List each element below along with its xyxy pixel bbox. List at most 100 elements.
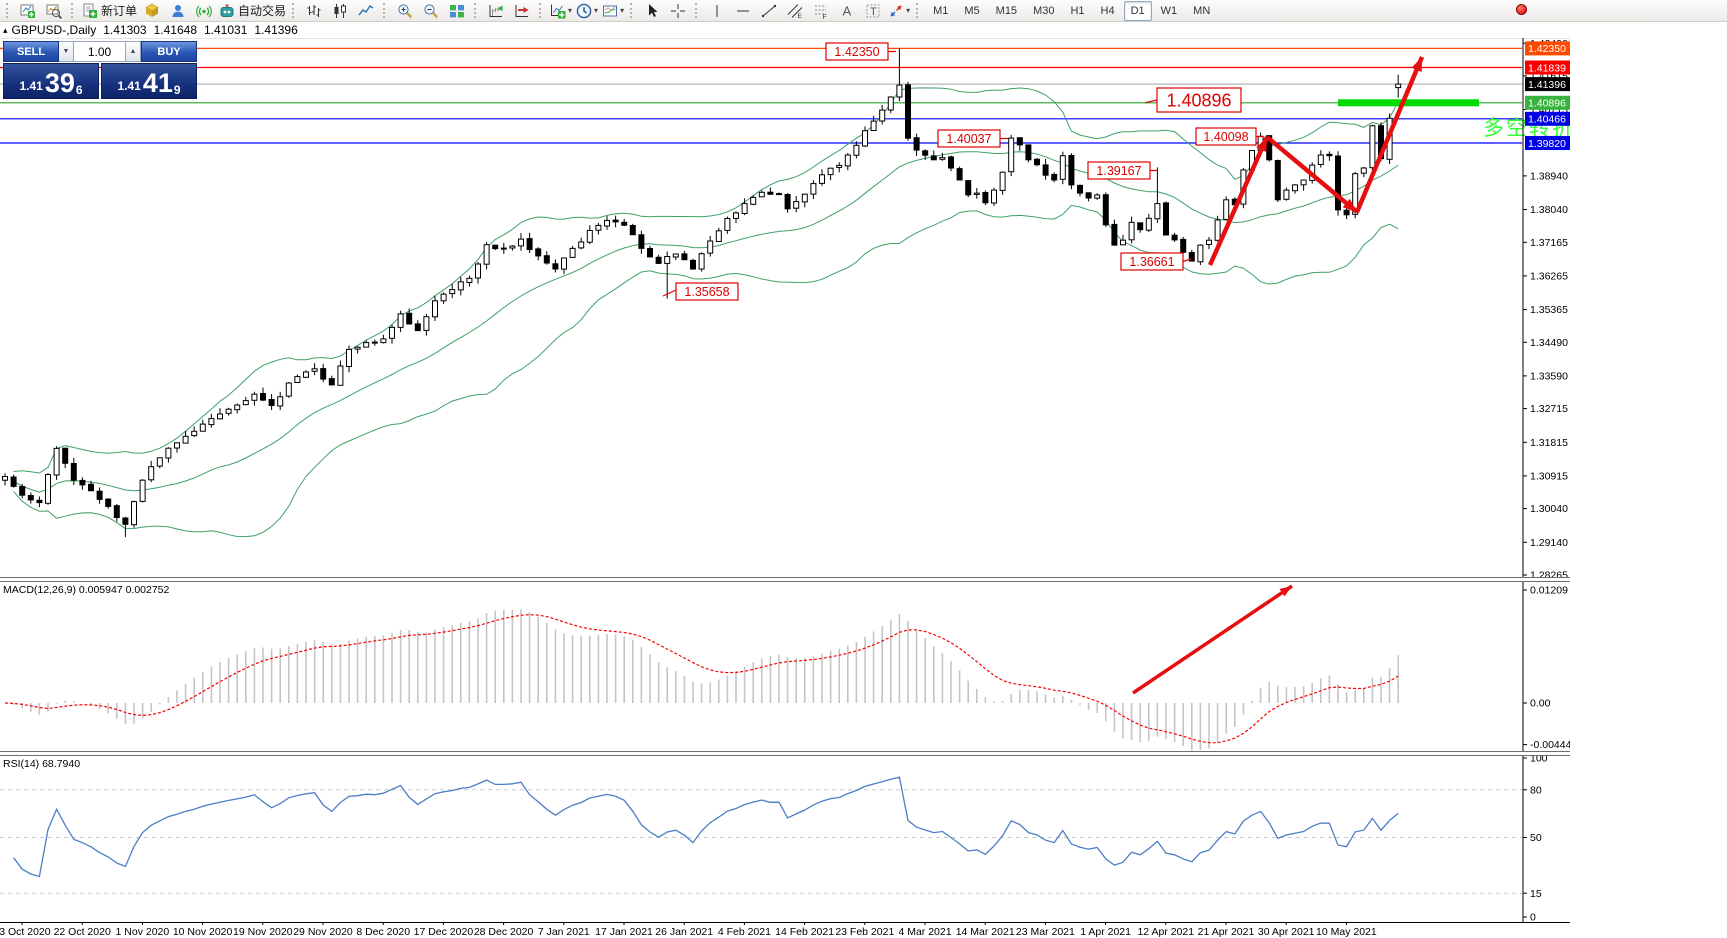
main-toolbar: 新订单 自动交易 ▾ ▾ ▾ E F A T ▾ M1 M5 M15 M30 H1 H4 D1 W1 MN xyxy=(0,0,1727,22)
macd-indicator-panel[interactable]: 0.01209 0.00 -0.004446 MACD(12,26,9) 0.0059… xyxy=(0,582,1570,751)
svg-text:23 Mar 2021: 23 Mar 2021 xyxy=(1016,926,1075,938)
svg-text:15: 15 xyxy=(1530,888,1542,900)
svg-text:1.40037: 1.40037 xyxy=(946,132,991,146)
svg-text:23 Feb 2021: 23 Feb 2021 xyxy=(835,926,894,938)
svg-text:1.37165: 1.37165 xyxy=(1530,237,1568,249)
svg-text:1.36265: 1.36265 xyxy=(1530,271,1568,283)
panel-separator[interactable] xyxy=(0,751,1570,756)
arrows-icon[interactable]: ▾ xyxy=(886,1,912,21)
toolbar-grip xyxy=(474,3,479,18)
new-order-button[interactable]: 新订单 xyxy=(80,1,139,21)
equidistant-channel-icon[interactable]: E xyxy=(782,1,808,21)
svg-text:0: 0 xyxy=(1530,912,1536,922)
svg-text:26 Jan 2021: 26 Jan 2021 xyxy=(655,926,713,938)
volume-step-up[interactable]: ▲ xyxy=(126,41,141,62)
svg-text:1.35658: 1.35658 xyxy=(684,285,729,299)
text-icon[interactable]: A xyxy=(834,1,860,21)
svg-text:17 Dec 2020: 17 Dec 2020 xyxy=(414,926,474,938)
svg-text:1.35365: 1.35365 xyxy=(1530,304,1568,316)
trendline-icon[interactable] xyxy=(756,1,782,21)
macd-axis: 0.01209 0.00 -0.004446 xyxy=(1522,582,1570,751)
svg-text:1.40896: 1.40896 xyxy=(1528,98,1566,110)
volume-step-down[interactable]: ▼ xyxy=(59,41,74,62)
volume-input[interactable] xyxy=(74,41,126,62)
line-chart-icon[interactable] xyxy=(353,1,379,21)
rsi-indicator-panel[interactable]: 100 80 50 15 0 RSI(14) 68.7940 xyxy=(0,756,1570,922)
svg-text:10 May 2021: 10 May 2021 xyxy=(1316,926,1377,938)
macd-label: MACD(12,26,9) 0.005947 0.002752 xyxy=(3,584,170,596)
bar-chart-icon[interactable] xyxy=(301,1,327,21)
tile-windows-icon[interactable] xyxy=(444,1,470,21)
svg-text:22 Oct 2020: 22 Oct 2020 xyxy=(54,926,111,938)
svg-text:1.33590: 1.33590 xyxy=(1530,371,1568,383)
text-label-icon[interactable]: T xyxy=(860,1,886,21)
profiles-icon[interactable] xyxy=(41,1,67,21)
chart-window-title: ▴ GBPUSD-,Daily 1.41303 1.41648 1.41031 … xyxy=(0,22,1570,39)
bollinger-band-line xyxy=(13,87,1399,474)
vertical-line-icon[interactable] xyxy=(704,1,730,21)
crosshair-icon[interactable] xyxy=(665,1,691,21)
periods-icon[interactable]: ▾ xyxy=(574,1,600,21)
rsi-line xyxy=(13,776,1399,878)
svg-text:4 Feb 2021: 4 Feb 2021 xyxy=(718,926,771,938)
timeframe-m15-button[interactable]: M15 xyxy=(995,4,1018,17)
timeframe-m1-button[interactable]: M1 xyxy=(933,4,949,17)
svg-text:1 Apr 2021: 1 Apr 2021 xyxy=(1080,926,1131,938)
svg-text:1.39167: 1.39167 xyxy=(1096,164,1141,178)
metaeditor-icon[interactable] xyxy=(139,1,165,21)
svg-text:19 Nov 2020: 19 Nov 2020 xyxy=(233,926,293,938)
buy-price-big: 41 xyxy=(142,68,173,98)
buy-button[interactable]: BUY xyxy=(141,41,197,62)
macd-signal-line xyxy=(4,613,1399,744)
ohlc-close: 1.41396 xyxy=(254,23,298,37)
candlestick-series xyxy=(2,48,1402,537)
sell-price-box[interactable]: 1.41 39 6 xyxy=(3,63,99,99)
timeframe-h1-button[interactable]: H1 xyxy=(1070,4,1085,17)
svg-text:17 Jan 2021: 17 Jan 2021 xyxy=(595,926,653,938)
svg-text:A: A xyxy=(843,3,852,18)
indicators-icon[interactable]: ▾ xyxy=(548,1,574,21)
svg-text:1.30915: 1.30915 xyxy=(1530,471,1568,483)
cursor-icon[interactable] xyxy=(639,1,665,21)
buy-price-box[interactable]: 1.41 41 9 xyxy=(101,63,197,99)
candle-chart-icon[interactable] xyxy=(327,1,353,21)
chart-shift-icon[interactable] xyxy=(509,1,535,21)
horizontal-line-icon[interactable] xyxy=(730,1,756,21)
new-chart-icon[interactable] xyxy=(15,1,41,21)
signals-icon[interactable] xyxy=(191,1,217,21)
svg-text:E: E xyxy=(798,13,803,19)
timeframe-m30-button[interactable]: M30 xyxy=(1033,4,1055,17)
timeframe-m5-button[interactable]: M5 xyxy=(964,4,980,17)
svg-text:1.31815: 1.31815 xyxy=(1530,437,1568,449)
record-indicator-icon xyxy=(1516,4,1527,15)
svg-text:1.30040: 1.30040 xyxy=(1530,503,1568,515)
svg-text:1.29140: 1.29140 xyxy=(1530,537,1568,549)
timeframe-mn-button[interactable]: MN xyxy=(1193,4,1211,17)
timeframe-w1-button[interactable]: W1 xyxy=(1160,4,1178,17)
timeframe-d1-button[interactable]: D1 xyxy=(1123,0,1152,21)
price-axis[interactable]: 1.424901.416151.407151.389401.380401.371… xyxy=(1522,38,1570,577)
zoom-in-icon[interactable] xyxy=(392,1,418,21)
sell-price-prefix: 1.41 xyxy=(19,79,43,93)
svg-text:1.32715: 1.32715 xyxy=(1530,403,1568,415)
toolbar-grip xyxy=(71,3,76,18)
svg-text:1.40098: 1.40098 xyxy=(1203,130,1248,144)
svg-text:80: 80 xyxy=(1530,784,1542,796)
auto-scroll-icon[interactable] xyxy=(483,1,509,21)
main-price-chart[interactable]: 多空转折点1.423501.400371.408961.400981.39167… xyxy=(0,38,1570,577)
sell-button[interactable]: SELL xyxy=(3,41,59,62)
zoom-out-icon[interactable] xyxy=(418,1,444,21)
svg-text:30 Apr 2021: 30 Apr 2021 xyxy=(1258,926,1315,938)
toolbar-grip xyxy=(539,3,544,18)
panel-separator[interactable] xyxy=(0,577,1570,582)
timeframe-h4-button[interactable]: H4 xyxy=(1100,4,1115,17)
community-icon[interactable] xyxy=(165,1,191,21)
fibonacci-icon[interactable]: F xyxy=(808,1,834,21)
svg-text:1.38940: 1.38940 xyxy=(1530,171,1568,183)
autotrading-button[interactable]: 自动交易 xyxy=(217,1,288,21)
templates-icon[interactable]: ▾ xyxy=(600,1,626,21)
